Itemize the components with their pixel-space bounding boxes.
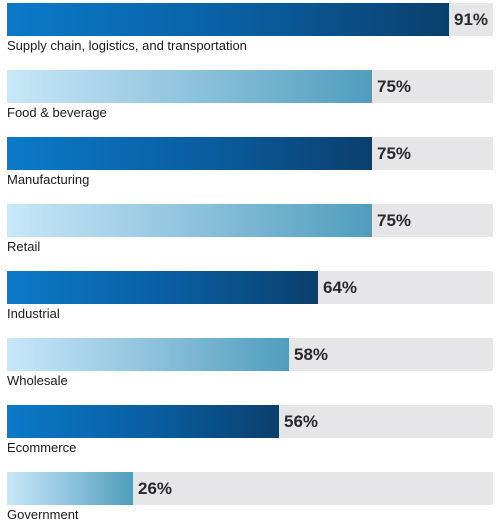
bar	[7, 472, 133, 505]
bar-row: 75% Manufacturing	[7, 137, 493, 197]
data-label: 75%	[377, 211, 412, 230]
category-label: Industrial	[7, 306, 60, 321]
data-label: 58%	[294, 345, 329, 364]
bar	[7, 405, 279, 438]
bar	[7, 338, 289, 371]
data-label: 64%	[323, 278, 358, 297]
category-label: Wholesale	[7, 373, 68, 388]
category-label: Retail	[7, 239, 41, 254]
category-label: Government	[7, 507, 79, 522]
bar	[7, 70, 372, 103]
bar-row: 75% Retail	[7, 204, 493, 264]
bar	[7, 3, 449, 36]
bar	[7, 137, 372, 170]
data-label: 75%	[377, 77, 412, 96]
bar-row: 64% Industrial	[7, 271, 493, 331]
category-label: Supply chain, logistics, and transportat…	[7, 38, 247, 53]
data-label: 56%	[284, 412, 319, 431]
data-label: 91%	[454, 10, 489, 29]
bar-row: 26% Government	[7, 472, 493, 532]
bar	[7, 271, 318, 304]
bar-row: 58% Wholesale	[7, 338, 493, 398]
data-label: 26%	[138, 479, 173, 498]
category-label: Manufacturing	[7, 172, 90, 187]
bar-row: 75% Food & beverage	[7, 70, 493, 130]
category-label: Ecommerce	[7, 440, 77, 455]
data-label: 75%	[377, 144, 412, 163]
category-label: Food & beverage	[7, 105, 107, 120]
bar-row: 56% Ecommerce	[7, 405, 493, 465]
bar-row: 91% Supply chain, logistics, and transpor…	[7, 3, 493, 63]
bar	[7, 204, 372, 237]
